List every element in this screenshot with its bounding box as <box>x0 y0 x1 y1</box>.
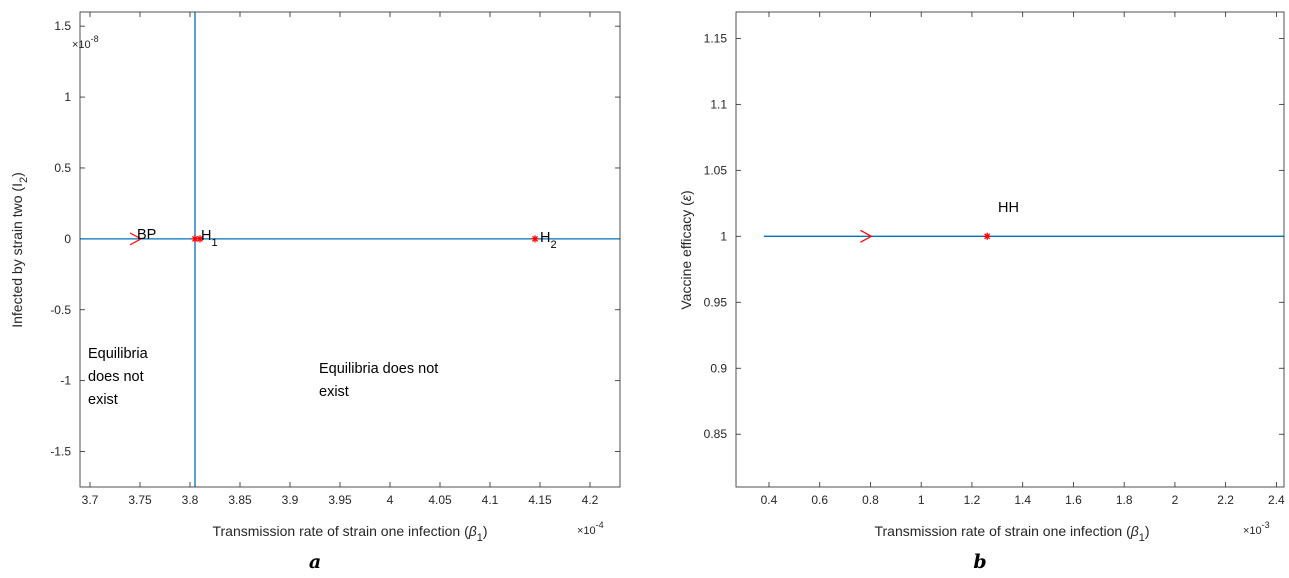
panel-b-xlabel: Transmission rate of strain one infectio… <box>874 523 1149 544</box>
panel-b-hh-label: HH <box>998 200 1019 216</box>
panel-b-ytick-label: 0.9 <box>710 361 727 375</box>
panel-b-ytick-label: 1.1 <box>710 97 727 111</box>
panel-b-xtick-label: 1 <box>918 493 925 507</box>
panel-a-ytick-label: -0.5 <box>50 303 71 317</box>
panel-a-xtick-label: 3.8 <box>182 493 199 507</box>
panel-b-point-hh <box>983 232 991 240</box>
panel-b-x-multiplier: ×10-3 <box>1243 520 1270 537</box>
panel-a-ylabel: Infected by strain two (I2) <box>9 172 30 328</box>
panel-b: 0.4 0.6 0.8 1 1.2 1.4 1.6 1.8 2 2.2 2.4 0.85 0.9 0.95… <box>678 11 1285 573</box>
panel-a-caption: a <box>309 551 321 573</box>
panel-a-xlabel: Transmission rate of strain one infectio… <box>212 523 487 544</box>
panel-a-ticks: 3.7 3.75 3.8 3.85 3.9 3.95 4 4.05 4.1 4.15 4.2 -1.5… <box>50 12 620 507</box>
panel-a-h1-label: H1 <box>201 228 218 249</box>
panel-a-axes-box <box>79 11 621 488</box>
panel-b-ytick-label: 0.95 <box>704 295 728 309</box>
panel-b-xtick-label: 1.4 <box>1014 493 1031 507</box>
panel-a: 3.7 3.75 3.8 3.85 3.9 3.95 4 4.05 4.1 4.15 4.2 -1.5… <box>9 11 621 573</box>
panel-a-xtick-label: 4.05 <box>428 493 452 507</box>
panel-a-y-multiplier: ×10-8 <box>72 34 99 51</box>
panel-b-xtick-label: 2.2 <box>1217 493 1234 507</box>
panel-b-series <box>763 229 1284 243</box>
panel-a-xtick-label: 4.15 <box>528 493 552 507</box>
panel-b-xtick-label: 0.4 <box>761 493 778 507</box>
panel-a-h2-label: H2 <box>540 230 557 251</box>
panel-a-ytick-label: 1 <box>64 90 71 104</box>
panel-b-xtick-label: 0.6 <box>811 493 828 507</box>
panel-a-xtick-label: 3.9 <box>282 493 299 507</box>
panel-a-left-region-note: Equilibria does not exist <box>88 346 152 408</box>
panel-a-ytick-label: -1.5 <box>50 445 71 459</box>
panel-a-xtick-label: 3.7 <box>82 493 99 507</box>
panel-a-direction-arrow <box>129 232 143 246</box>
panel-b-ticks: 0.4 0.6 0.8 1 1.2 1.4 1.6 1.8 2 2.2 2.4 0.85 0.9 0.95… <box>704 12 1285 507</box>
panel-a-ytick-label: -1 <box>60 374 71 388</box>
panel-a-ytick-label: 0 <box>64 232 71 246</box>
panel-a-xtick-label: 4.2 <box>582 493 599 507</box>
panel-a-xtick-label: 4.1 <box>482 493 499 507</box>
panel-b-xtick-label: 1.2 <box>964 493 981 507</box>
panel-a-x-multiplier: ×10-4 <box>577 520 604 537</box>
panel-a-xtick-label: 3.75 <box>128 493 152 507</box>
panel-b-xtick-label: 0.8 <box>862 493 879 507</box>
panel-b-xtick-label: 1.6 <box>1065 493 1082 507</box>
panel-a-xtick-label: 3.85 <box>228 493 252 507</box>
panel-b-ytick-label: 1.15 <box>704 31 728 45</box>
panel-a-point-h2 <box>531 235 539 243</box>
panel-a-bp-label: BP <box>137 227 156 243</box>
panel-b-xtick-label: 1.8 <box>1116 493 1133 507</box>
panel-a-series <box>80 12 620 487</box>
panel-a-ytick-label: 0.5 <box>54 161 71 175</box>
panel-a-point-h1 <box>196 235 204 243</box>
panel-a-xtick-label: 3.95 <box>328 493 352 507</box>
panel-a-ytick-label: 1.5 <box>54 19 71 33</box>
panel-b-xtick-label: 2 <box>1172 493 1179 507</box>
panel-b-ytick-label: 1 <box>720 229 727 243</box>
panel-a-right-region-note: Equilibria does not exist <box>319 361 442 400</box>
panel-b-caption: b <box>973 551 986 573</box>
panel-b-ytick-label: 0.85 <box>704 427 728 441</box>
panel-b-ytick-label: 1.05 <box>704 163 728 177</box>
panel-b-axes-box <box>735 11 1285 488</box>
panel-b-ylabel: Vaccine efficacy (ε) <box>678 190 694 309</box>
panel-b-xtick-label: 2.4 <box>1268 493 1285 507</box>
panel-a-xtick-label: 4 <box>387 493 394 507</box>
panel-b-direction-arrow <box>860 229 873 243</box>
